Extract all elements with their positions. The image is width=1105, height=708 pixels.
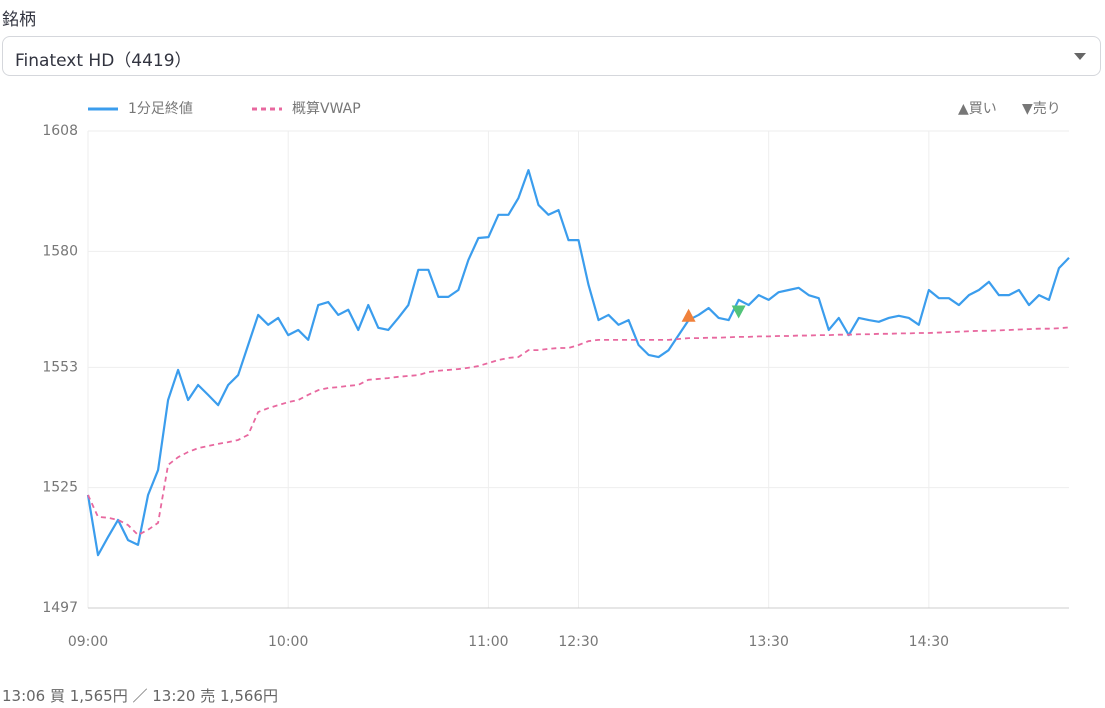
field-label: 銘柄 (2, 10, 36, 30)
y-tick-label: 1608 (42, 123, 78, 139)
legend-label: 概算VWAP (292, 101, 361, 117)
legend-label: 1分足終値 (128, 101, 193, 117)
x-tick-label: 12:30 (558, 634, 598, 650)
x-tick-label: 13:30 (749, 634, 789, 650)
y-tick-label: 1497 (42, 600, 78, 616)
x-tick-label: 11:00 (468, 634, 508, 650)
x-tick-label: 14:30 (909, 634, 949, 650)
y-tick-label: 1525 (42, 480, 78, 496)
chart: 1497 1525 1553 1580 1608 09:00 10:00 11:00 12:30… (42, 101, 1070, 650)
selected-value: Finatext HD（4419） (15, 51, 192, 71)
y-tick-label: 1553 (42, 359, 78, 375)
trade-marker (731, 305, 746, 319)
y-tick-label: 1580 (42, 243, 78, 259)
dropdown-caret (1074, 53, 1086, 60)
stock-select[interactable]: Finatext HD（4419） (2, 36, 1101, 76)
legend-trade: ▲買い (958, 101, 997, 117)
series-line (87, 326, 1070, 536)
trade-summary: 13:06 買 1,565円 ／ 13:20 売 1,566円 (2, 687, 278, 705)
x-tick-label: 10:00 (268, 634, 308, 650)
series-line (86, 169, 1070, 557)
legend-trade: ▼売り (1022, 101, 1061, 117)
trade-marker (681, 308, 696, 322)
x-tick-label: 09:00 (68, 634, 108, 650)
